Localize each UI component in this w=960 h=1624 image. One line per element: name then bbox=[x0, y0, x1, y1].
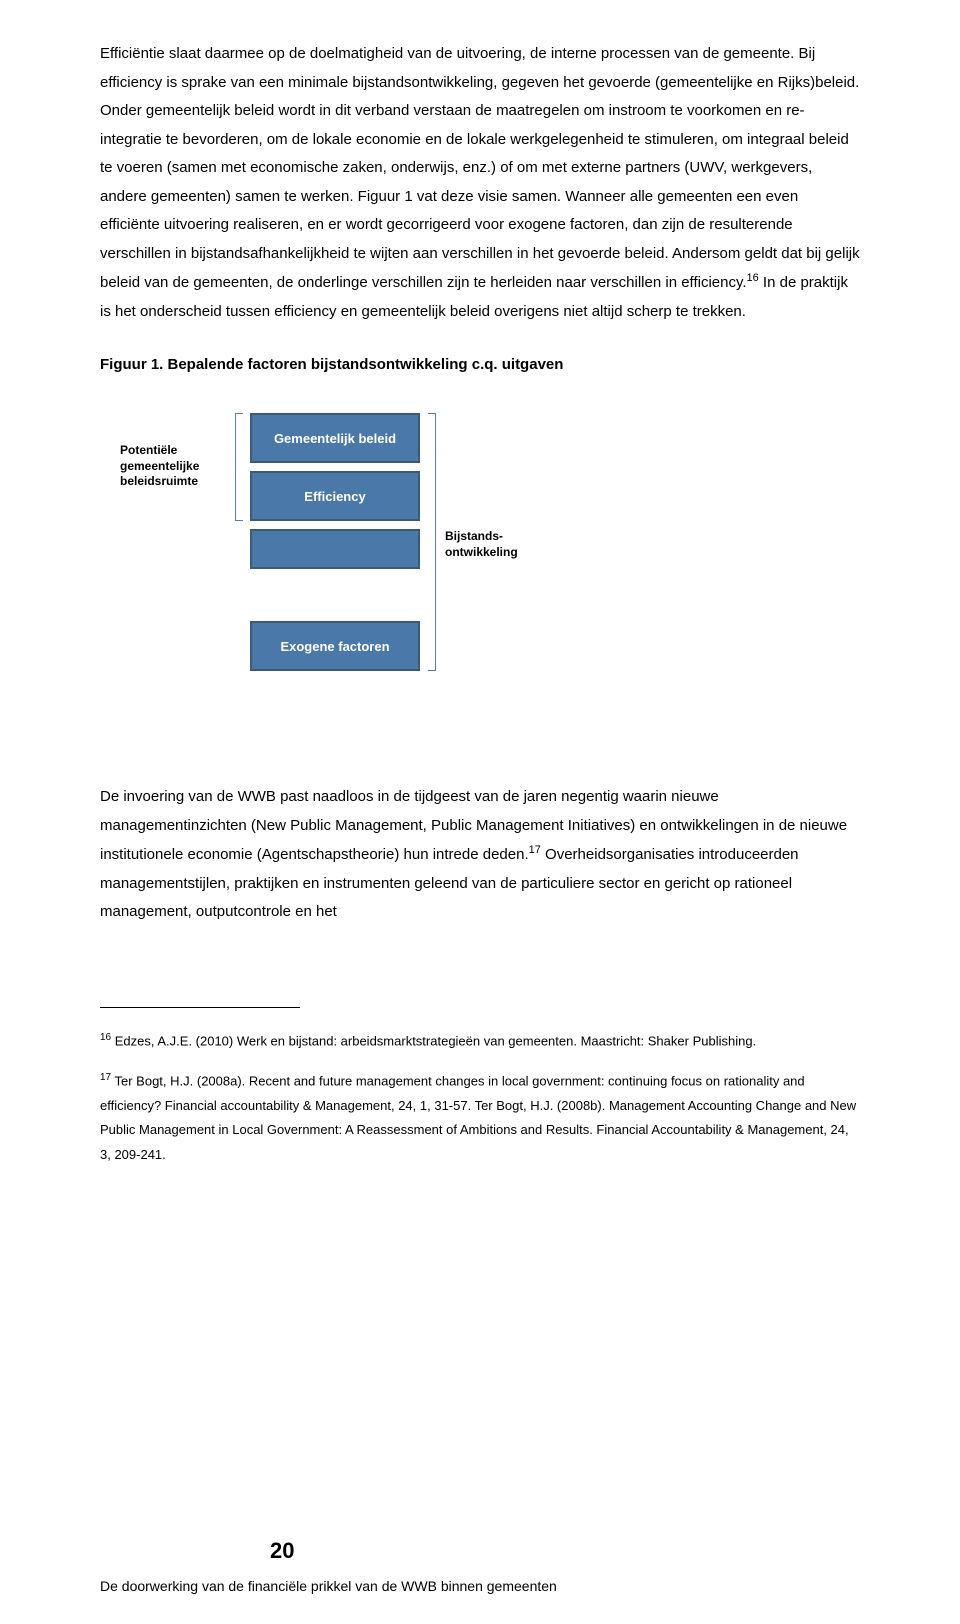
footnote-17: 17 Ter Bogt, H.J. (2008a). Recent and fu… bbox=[100, 1068, 860, 1168]
footnote-16-text: Edzes, A.J.E. (2010) Werk en bijstand: a… bbox=[111, 1033, 756, 1048]
right-bracket bbox=[428, 413, 436, 671]
footer: De doorwerking van de financiële prikkel… bbox=[100, 1578, 557, 1594]
box-gemeentelijk-beleid: Gemeentelijk beleid bbox=[250, 413, 420, 463]
footnote-ref-16: 16 bbox=[747, 272, 759, 284]
box-exogene-factoren: Exogene factoren bbox=[250, 621, 420, 671]
para1-text: Efficiëntie slaat daarmee op de doelmati… bbox=[100, 45, 860, 291]
figure-title: Figuur 1. Bepalende factoren bijstandson… bbox=[100, 356, 860, 373]
footnote-16-num: 16 bbox=[100, 1032, 111, 1043]
paragraph-1: Efficiëntie slaat daarmee op de doelmati… bbox=[100, 40, 860, 326]
label-bijstandsontwikkeling: Bijstands-ontwikkeling bbox=[445, 529, 518, 560]
left-bracket bbox=[235, 413, 243, 521]
side-label: Potentiële gemeentelijke beleidsruimte bbox=[120, 443, 230, 490]
footnote-ref-17: 17 bbox=[529, 844, 541, 856]
page-number: 20 bbox=[270, 1538, 294, 1564]
box-gap bbox=[250, 529, 420, 569]
footnote-17-num: 17 bbox=[100, 1072, 111, 1083]
paragraph-2: De invoering van de WWB past naadloos in… bbox=[100, 783, 860, 927]
footnote-17-text: Ter Bogt, H.J. (2008a). Recent and futur… bbox=[100, 1073, 856, 1162]
box-efficiency: Efficiency bbox=[250, 471, 420, 521]
figure-diagram: Potentiële gemeentelijke beleidsruimte G… bbox=[100, 403, 860, 743]
footnote-16: 16 Edzes, A.J.E. (2010) Werk en bijstand… bbox=[100, 1028, 860, 1054]
footnote-separator bbox=[100, 1007, 300, 1008]
